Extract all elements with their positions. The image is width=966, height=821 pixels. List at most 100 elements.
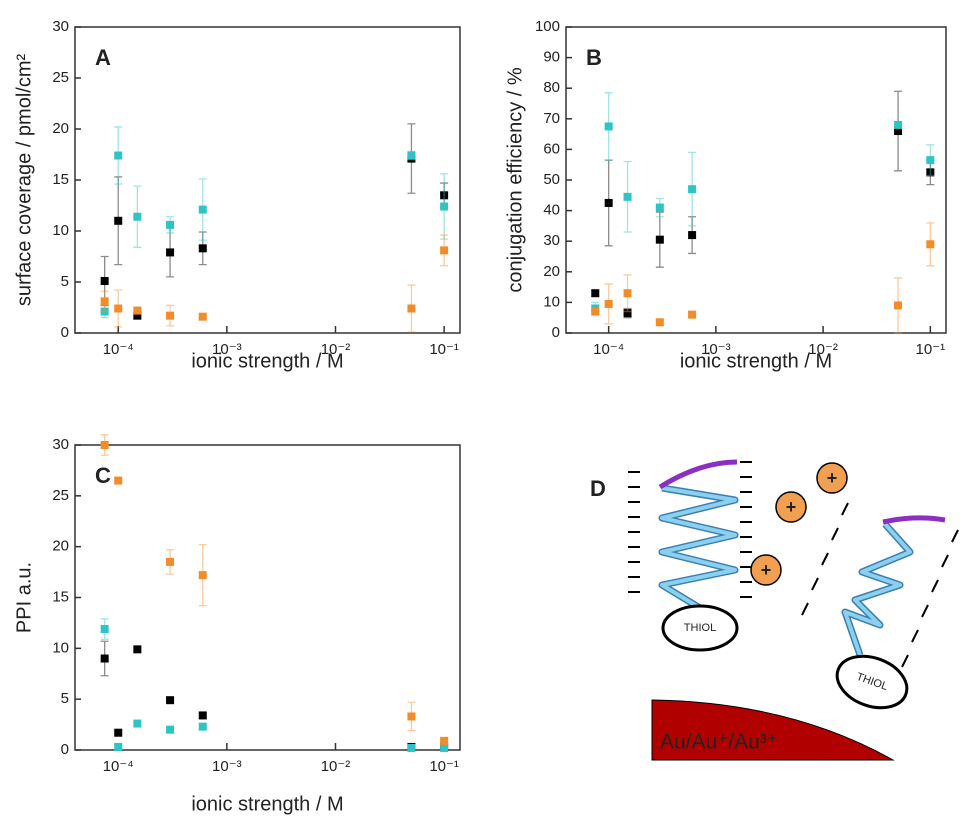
y-tick-label: 25 [52, 69, 69, 86]
data-point [894, 301, 903, 310]
y-tick-label: 70 [543, 110, 560, 127]
data-point [604, 122, 613, 131]
data-point [926, 156, 935, 165]
data-point [591, 307, 600, 316]
x-tick-label: 10⁻⁴ [103, 341, 134, 358]
x-tick-label: 10⁻² [321, 341, 351, 358]
surface-label: Au/Au⁺/Au³⁺ [660, 731, 778, 754]
data-point [100, 441, 109, 449]
data-point [100, 297, 109, 306]
panel-d: D THIOL THIOL + + + Au/Au⁺/Au³⁺ [590, 459, 959, 761]
data-point [114, 304, 123, 313]
y-axis-label: conjugation efficiency / % [504, 67, 526, 293]
charge: + [786, 497, 797, 517]
charge-dashes [628, 461, 752, 598]
x-axis-label: ionic strength / M [191, 350, 343, 372]
data-point [166, 725, 175, 734]
x-tick-label: 10⁻³ [212, 341, 242, 358]
data-point [114, 742, 123, 751]
data-point [100, 625, 109, 634]
data-point [688, 185, 697, 194]
y-tick-label: 30 [52, 18, 69, 35]
x-tick-label: 10⁻¹ [429, 758, 459, 775]
data-point [440, 202, 449, 211]
charge: + [827, 468, 838, 488]
plot-frame [565, 26, 947, 334]
y-tick-label: 10 [52, 222, 69, 239]
y-tick-label: 15 [52, 171, 69, 188]
data-point [623, 192, 632, 201]
panel-label: A [95, 45, 111, 70]
y-tick-label: 60 [543, 140, 560, 157]
x-tick-label: 10⁻¹ [429, 341, 459, 358]
data-point [198, 722, 207, 731]
y-tick-label: 15 [52, 588, 69, 605]
y-axis-label: PPI a.u. [13, 562, 35, 633]
thiol-label: THIOL [684, 622, 716, 634]
data-point [688, 231, 697, 240]
data-point [655, 235, 664, 244]
data-point [591, 289, 600, 298]
data-point [440, 191, 449, 200]
data-point [114, 728, 123, 737]
data-point [407, 712, 416, 721]
plot-frame [74, 444, 461, 751]
data-point [114, 151, 123, 160]
helix [660, 486, 737, 610]
data-point [166, 311, 175, 320]
data-point [114, 216, 123, 225]
charge-dashes [801, 502, 959, 668]
y-tick-label: 30 [543, 232, 560, 249]
data-point [166, 696, 175, 705]
data-point [100, 276, 109, 285]
data-point [604, 299, 613, 308]
data-point [440, 743, 449, 752]
data-point [133, 311, 142, 320]
data-point [407, 743, 416, 752]
y-tick-label: 5 [61, 273, 69, 290]
data-point [198, 312, 207, 321]
y-tick-label: 25 [52, 487, 69, 504]
y-tick-label: 5 [61, 690, 69, 707]
y-tick-label: 30 [52, 436, 69, 453]
data-point [133, 645, 142, 654]
y-tick-label: 0 [61, 741, 69, 758]
data-point [166, 557, 175, 566]
data-point [926, 168, 935, 177]
y-tick-label: 50 [543, 171, 560, 188]
thiol [661, 604, 739, 652]
data-point [166, 248, 175, 257]
data-point [407, 304, 416, 313]
data-point [114, 476, 123, 485]
data-point [100, 654, 109, 663]
y-tick-label: 0 [552, 324, 560, 341]
helix-cap [882, 515, 946, 525]
thiol [835, 654, 909, 710]
x-tick-label: 10⁻⁴ [593, 341, 624, 358]
helix-cap [658, 459, 738, 490]
data-point [655, 203, 664, 212]
data-point [655, 318, 664, 327]
x-axis-label: ionic strength / M [680, 350, 832, 372]
data-point [688, 310, 697, 319]
cation [750, 554, 782, 586]
cation [816, 462, 848, 494]
x-tick-label: 10⁻³ [212, 758, 242, 775]
data-point [623, 309, 632, 318]
data-point [894, 120, 903, 129]
data-point [894, 127, 903, 136]
cation [775, 491, 807, 523]
data-point [198, 244, 207, 253]
y-tick-label: 20 [543, 263, 560, 280]
data-point [100, 307, 109, 316]
y-tick-label: 100 [535, 18, 560, 35]
x-tick-label: 10⁻² [321, 758, 351, 775]
plot-frame [74, 26, 461, 334]
panel-label: C [95, 463, 111, 488]
y-tick-label: 90 [543, 49, 560, 66]
data-point [133, 306, 142, 315]
data-point [440, 246, 449, 255]
x-axis-label: ionic strength / M [191, 793, 343, 815]
